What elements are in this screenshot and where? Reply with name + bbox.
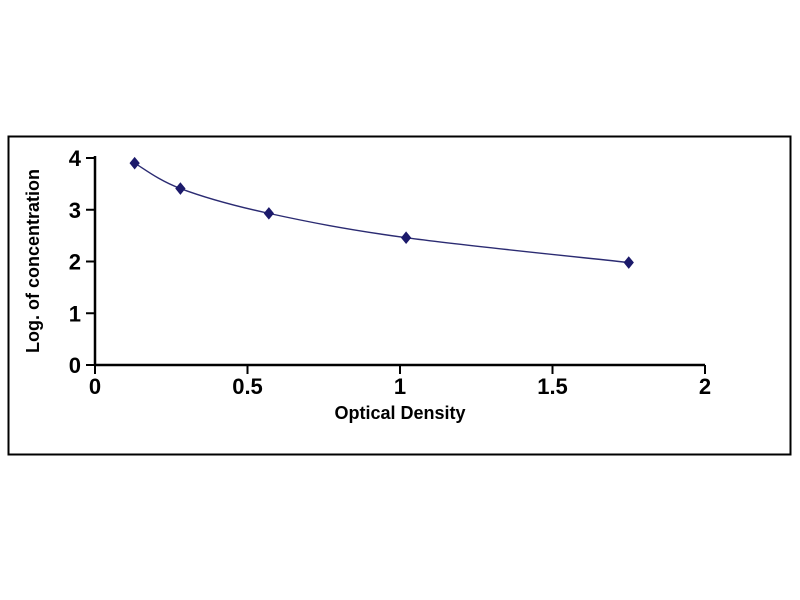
y-tick-label: 1 bbox=[69, 301, 81, 326]
x-tick-label: 2 bbox=[699, 374, 711, 399]
x-tick-label: 1.5 bbox=[537, 374, 568, 399]
data-point-marker bbox=[175, 182, 186, 195]
y-axis-title: Log. of concentration bbox=[23, 169, 43, 353]
y-tick-label: 0 bbox=[69, 353, 81, 378]
x-tick-label: 1 bbox=[394, 374, 406, 399]
y-tick-label: 4 bbox=[69, 146, 82, 171]
y-tick-label: 3 bbox=[69, 198, 81, 223]
plot-frame bbox=[7, 135, 792, 456]
data-point-marker bbox=[263, 207, 274, 220]
y-tick-label: 2 bbox=[69, 250, 81, 275]
data-point-marker bbox=[129, 156, 140, 170]
data-point-marker bbox=[400, 231, 412, 244]
x-tick-label: 0.5 bbox=[232, 374, 263, 399]
x-tick-label: 0 bbox=[89, 374, 101, 399]
data-point-marker bbox=[623, 256, 634, 269]
x-axis-title: Optical Density bbox=[334, 403, 465, 423]
curve-path bbox=[134, 162, 629, 264]
